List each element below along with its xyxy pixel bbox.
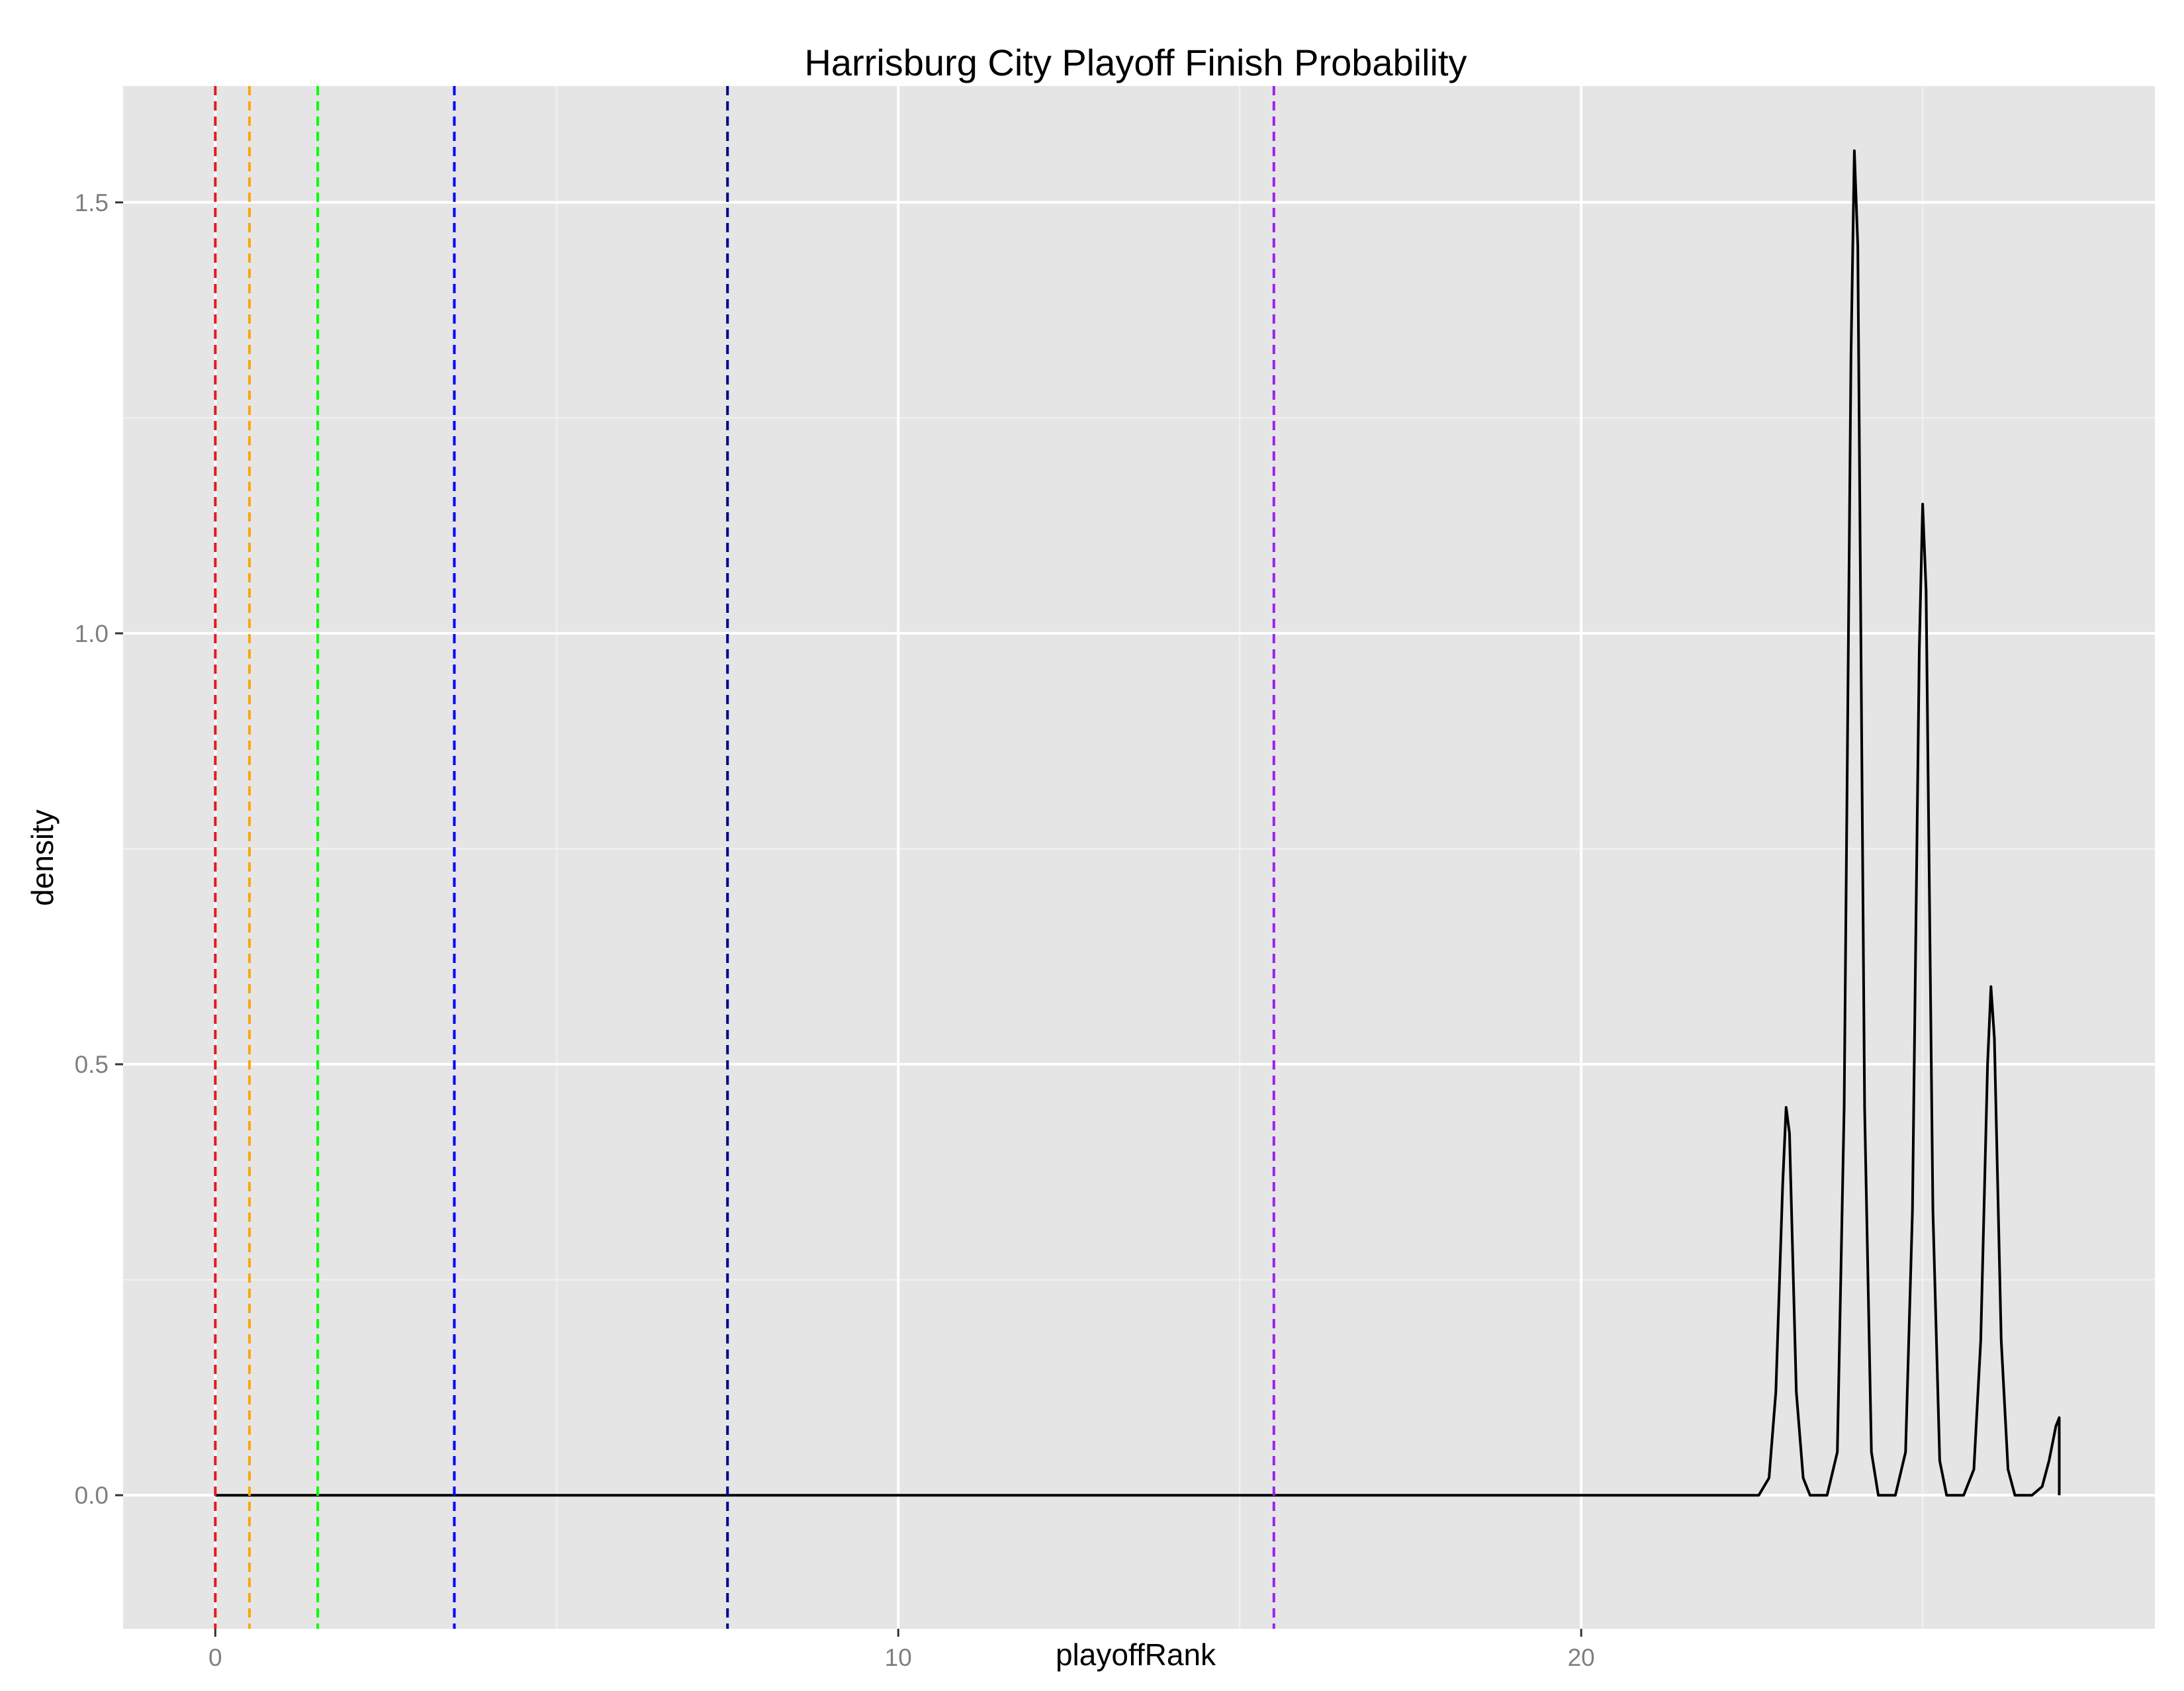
x-tick-label: 0	[208, 1644, 222, 1671]
density-line-series-0	[215, 149, 2061, 1497]
y-tick-label: 1.0	[75, 620, 109, 647]
chart-title: Harrisburg City Playoff Finish Probabili…	[804, 42, 1467, 83]
plot-area	[123, 86, 2155, 1629]
x-tick-label: 20	[1568, 1644, 1595, 1671]
panel-background	[123, 86, 2155, 1629]
y-tick-label: 0.5	[75, 1051, 109, 1078]
y-tick-label: 0.0	[75, 1482, 109, 1509]
y-tick-label: 1.5	[75, 189, 109, 216]
axes: 0 10 20 0.0 0.5 1.0 1.5	[75, 189, 1595, 1671]
x-tick-label: 10	[885, 1644, 912, 1671]
y-axis-label: density	[25, 809, 60, 906]
x-axis-label: playoffRank	[1056, 1637, 1216, 1672]
